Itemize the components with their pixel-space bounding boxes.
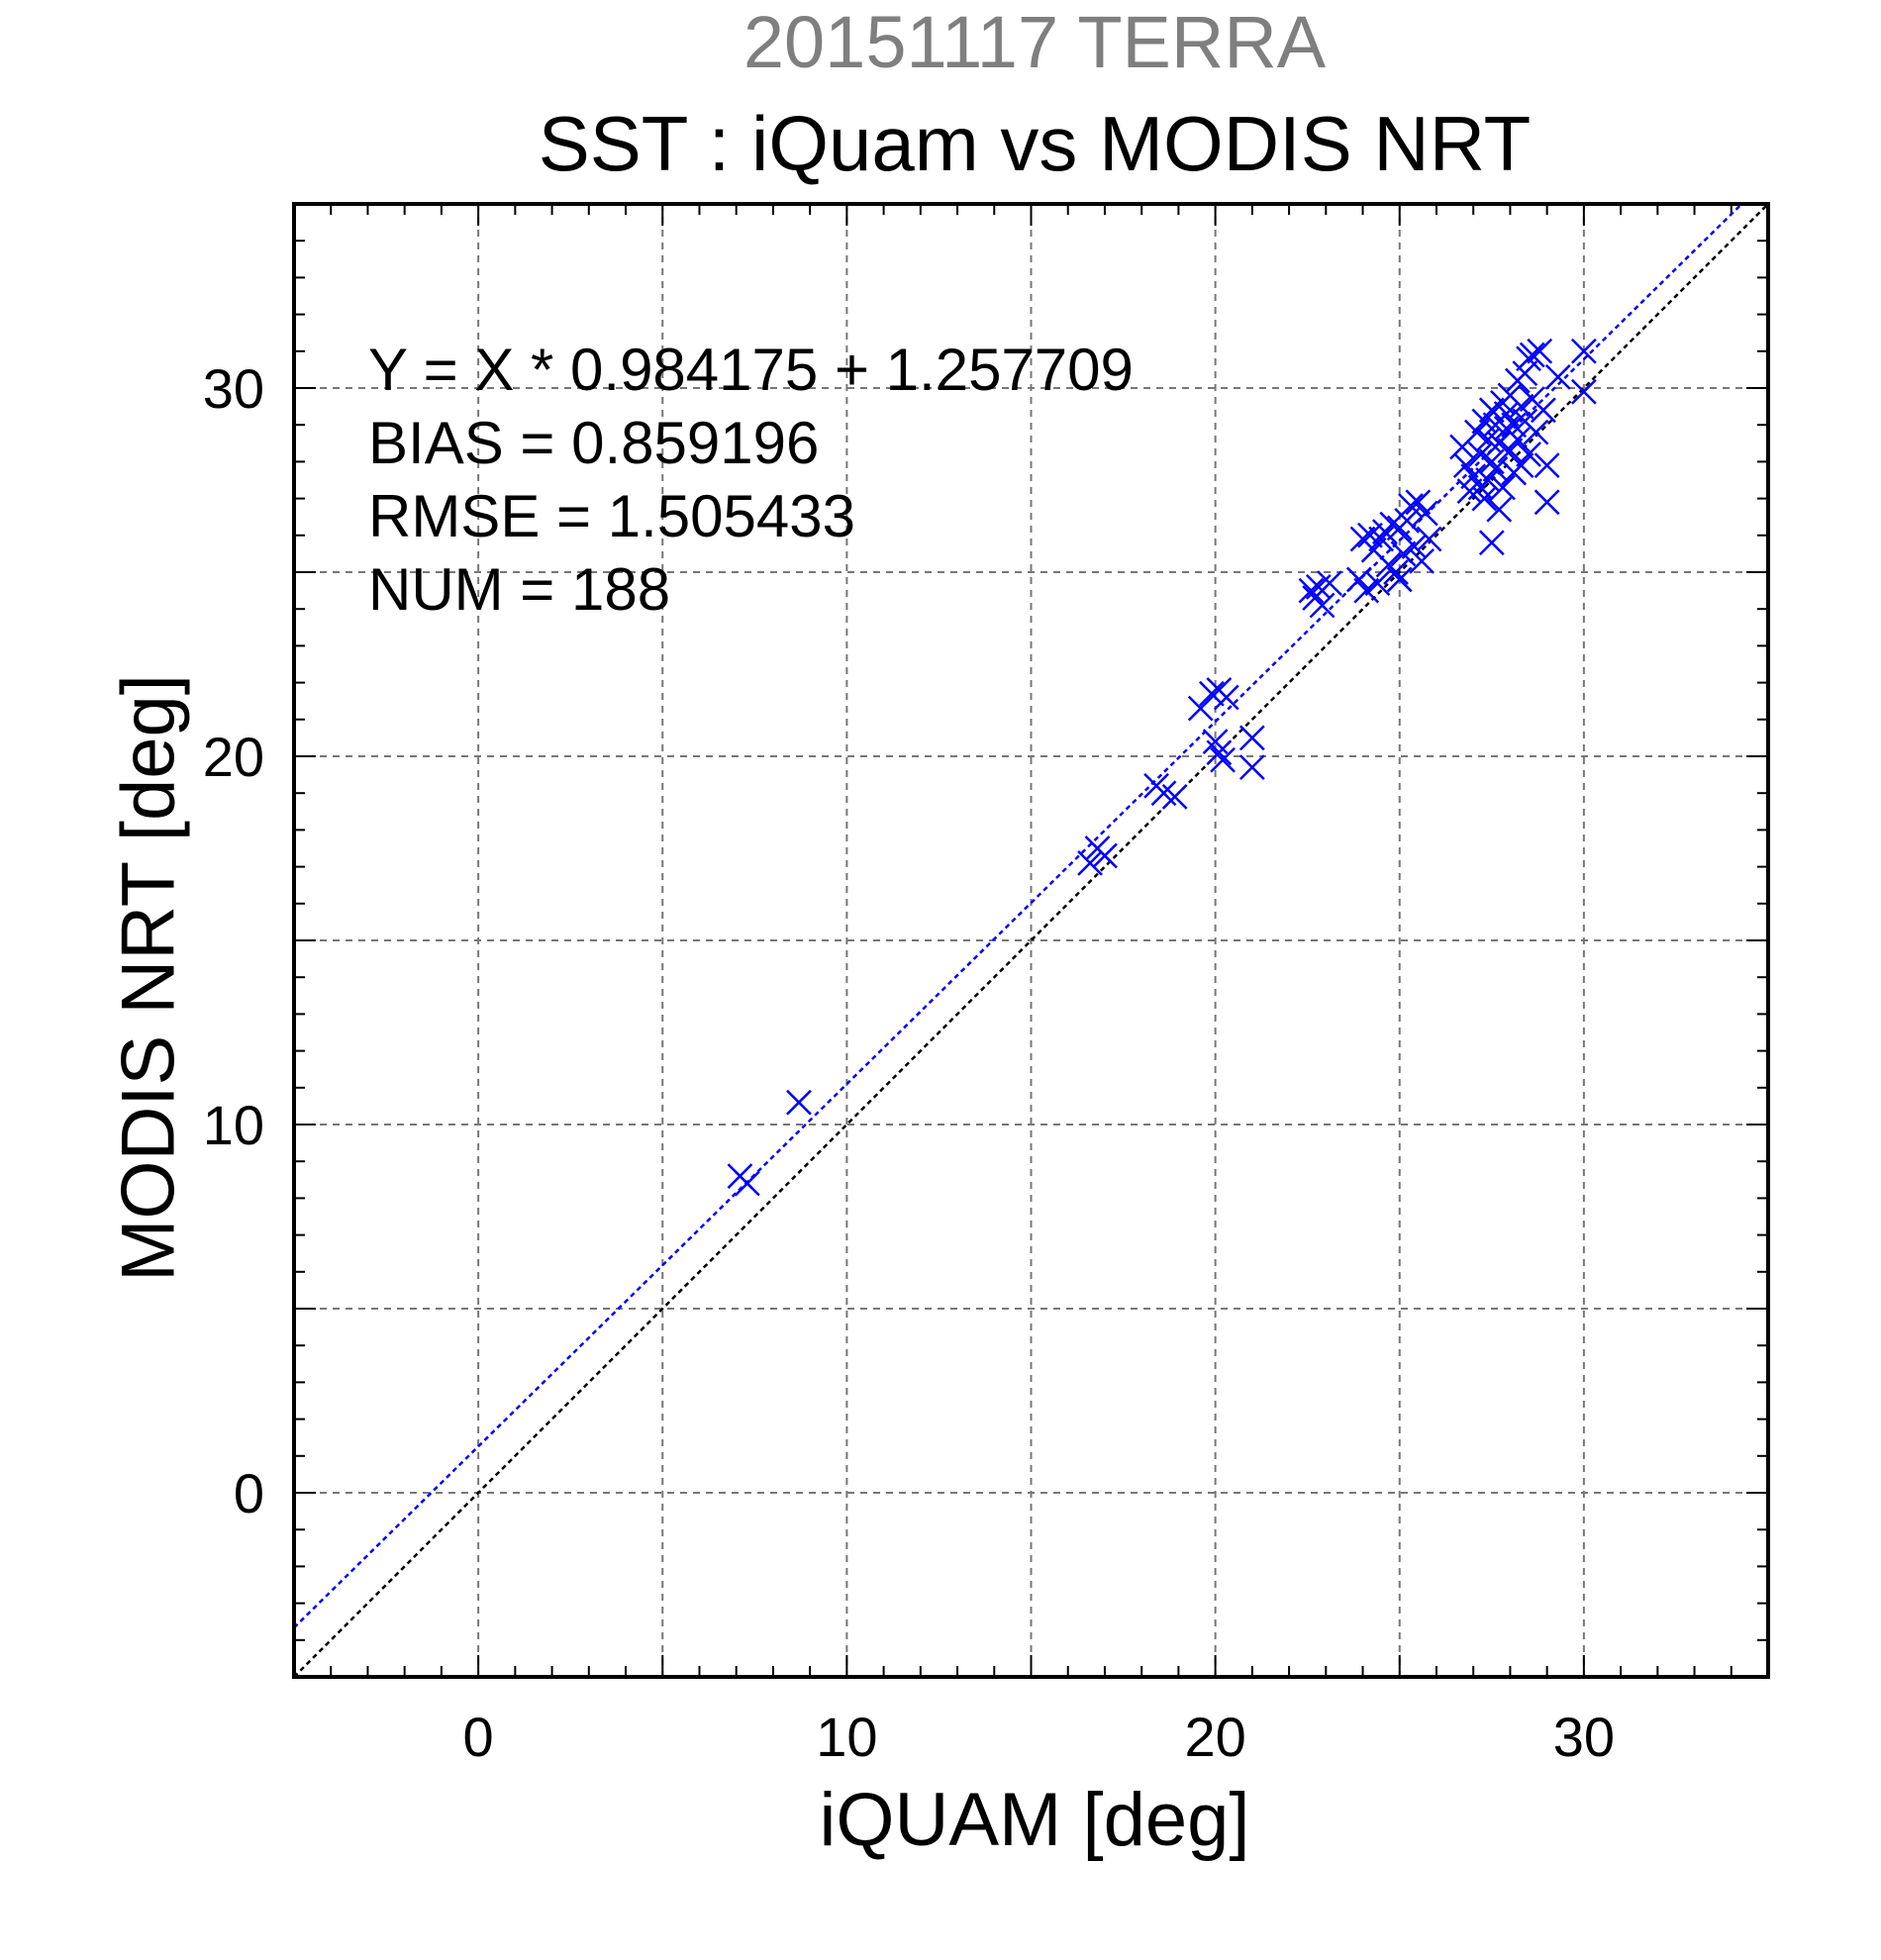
data-point [1317,570,1342,597]
data-point [734,1170,760,1197]
chart-supertitle: 20151117 TERRA [742,1,1327,83]
rmse-text: RMSE = 1.505433 [368,483,855,549]
data-point [1238,725,1265,751]
data-point [1213,684,1239,711]
y-tick-label: 30 [203,357,264,420]
data-point [1210,746,1236,773]
data-point [1478,530,1505,556]
data-point [1298,577,1325,604]
data-point [1490,474,1516,501]
data-point [1206,739,1233,766]
data-point [1508,452,1534,479]
x-tick-label: 30 [1553,1706,1615,1768]
chart-title: SST : iQuam vs MODIS NRT [538,100,1532,187]
data-point [1478,397,1505,424]
x-tick-label: 20 [1184,1706,1245,1768]
data-point [1309,592,1336,619]
num-text: NUM = 188 [368,556,671,623]
data-point [1161,784,1188,810]
y-axis-label: MODIS NRT [deg] [106,674,191,1282]
data-point [1199,680,1225,707]
bias-text: BIAS = 0.859196 [368,410,820,476]
data-point [1512,360,1538,387]
y-tick-label: 0 [234,1462,264,1524]
data-point [1345,566,1372,593]
data-point [1452,452,1479,479]
data-point [1504,427,1531,452]
plot-frame [292,202,1770,1679]
data-point [1394,508,1421,534]
data-point [1478,448,1505,475]
data-point [1508,393,1534,420]
x-axis-label: iQUAM [deg] [819,1778,1250,1862]
data-point [1534,489,1560,516]
data-point [1353,577,1380,604]
data-point [1401,534,1428,559]
data-point [1092,842,1118,869]
data-point [1386,566,1413,593]
x-tick-label: 10 [816,1706,877,1768]
data-point [1460,463,1487,490]
data-point [1368,526,1395,552]
data-point [1531,397,1556,424]
data-point [1364,570,1391,597]
stats-annotation: Y = X * 0.984175 + 1.257709 BIAS = 0.859… [368,334,1134,627]
data-point [1398,493,1424,519]
data-point [1390,540,1417,567]
x-tick-label: 0 [463,1706,494,1768]
data-point [1519,342,1545,368]
data-point [1527,338,1553,364]
data-point [1077,849,1103,876]
data-point [1534,452,1560,479]
data-point [786,1089,812,1116]
y-tick-label: 20 [203,726,264,788]
data-point [1570,378,1597,405]
data-point [1544,363,1571,390]
data-point [1383,559,1409,585]
data-point [1405,489,1432,516]
data-point [1570,338,1597,364]
data-point [1409,547,1435,574]
data-point [1238,754,1265,781]
data-point [1516,441,1541,467]
data-point [1464,419,1490,445]
data-point [1416,526,1442,552]
regression-equation: Y = X * 0.984175 + 1.257709 [368,337,1134,403]
data-point [1523,419,1549,445]
data-point [1412,500,1438,527]
y-tick-label: 10 [203,1094,264,1156]
data-point [1486,496,1513,523]
